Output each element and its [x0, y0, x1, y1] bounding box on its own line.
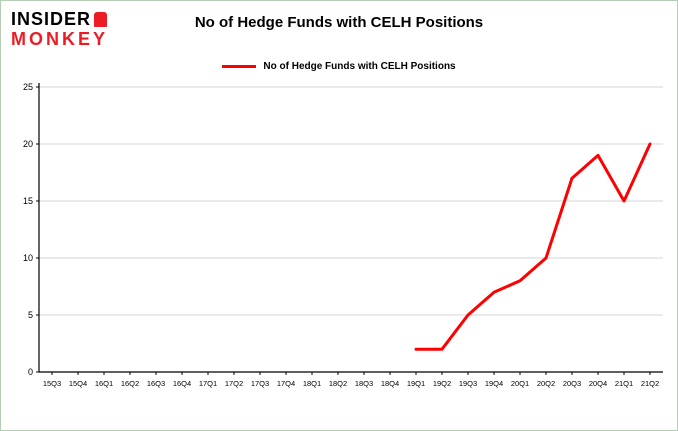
line-chart: 0 5 10 15 20 25 15Q3 15Q4 16Q1 16Q2 16Q3 16Q4 17Q1 17… [23, 82, 663, 388]
x-tick-label: 21Q1 [615, 379, 633, 388]
y-tick-label: 25 [23, 82, 33, 92]
chart-legend: No of Hedge Funds with CELH Positions [1, 61, 677, 72]
legend-label: No of Hedge Funds with CELH Positions [263, 61, 456, 72]
x-tick-label: 20Q3 [563, 379, 581, 388]
x-tick-label: 16Q4 [173, 379, 191, 388]
x-tick-label: 19Q4 [485, 379, 503, 388]
y-tick-label: 20 [23, 139, 33, 149]
monkey-icon [94, 11, 108, 27]
x-tick-label: 17Q4 [277, 379, 295, 388]
x-tick-label: 19Q2 [433, 379, 451, 388]
logo-text-monkey: MONKEY [11, 29, 109, 50]
y-tick-label: 5 [28, 310, 33, 320]
legend-line-sample [222, 65, 257, 68]
x-tick-label: 16Q3 [147, 379, 165, 388]
x-tick-label: 17Q2 [225, 379, 243, 388]
series-line [414, 142, 652, 351]
x-tick-label: 20Q4 [589, 379, 607, 388]
x-tick-label: 19Q3 [459, 379, 477, 388]
chart-title: No of Hedge Funds with CELH Positions [194, 14, 484, 31]
logo-text-insider: INSIDER [11, 9, 92, 29]
x-tick-label: 20Q2 [537, 379, 555, 388]
y-tick-label: 0 [28, 367, 33, 377]
x-tick-label: 15Q3 [43, 379, 61, 388]
x-tick-label: 15Q4 [69, 379, 87, 388]
x-tick-label: 21Q2 [641, 379, 659, 388]
x-tick-label: 16Q2 [121, 379, 139, 388]
x-tick-label: 19Q1 [407, 379, 425, 388]
x-tick-label: 18Q1 [303, 379, 321, 388]
logo-line-insider: INSIDER [11, 9, 108, 29]
x-tick-label: 18Q3 [355, 379, 373, 388]
x-tick-label: 20Q1 [511, 379, 529, 388]
x-tick-label: 17Q3 [251, 379, 269, 388]
x-tick-label: 18Q2 [329, 379, 347, 388]
x-tick-label: 17Q1 [199, 379, 217, 388]
y-tick-label: 10 [23, 253, 33, 263]
y-tick-label: 15 [23, 196, 33, 206]
x-tick-label: 18Q4 [381, 379, 399, 388]
insider-monkey-logo: INSIDER MONKEY [11, 9, 108, 49]
x-tick-label: 16Q1 [95, 379, 113, 388]
